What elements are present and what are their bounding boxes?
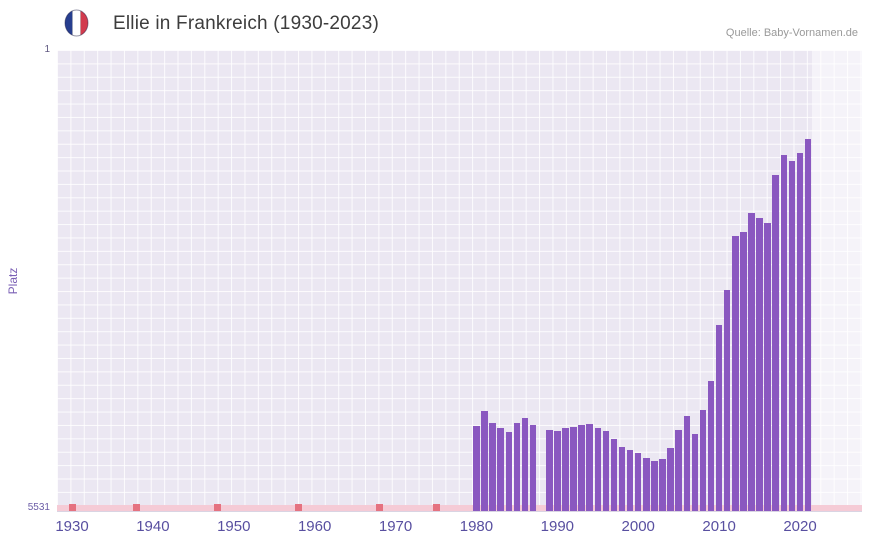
bar-2017[interactable] [772,175,779,511]
bar-2015[interactable] [756,217,763,511]
bar-2002[interactable] [651,460,658,511]
bar-1999[interactable] [626,450,634,511]
x-tick-1990: 1990 [540,518,575,535]
bar-2020[interactable] [796,152,804,511]
x-tick-2010: 2010 [702,518,736,535]
bar-2011[interactable] [723,290,731,511]
x-tick-1940: 1940 [136,518,170,535]
bar-1997[interactable] [610,439,618,511]
bar-1989[interactable] [546,430,553,511]
x-tick-1930: 1930 [55,518,89,535]
bar-1991[interactable] [562,427,569,511]
x-tick-2020: 2020 [783,518,817,535]
bar-2012[interactable] [732,235,739,511]
bar-1998[interactable] [618,446,626,511]
y-axis-min-label: 5531 [27,502,50,513]
no-data-marker-1948 [214,504,222,511]
x-tick-2000: 2000 [621,518,655,535]
recent-years-highlight-band [812,50,862,511]
bar-2014[interactable] [748,212,755,511]
bar-1992[interactable] [570,426,577,511]
bar-2010[interactable] [715,325,723,511]
y-axis-max-label: 1 [44,44,50,55]
bar-1981[interactable] [481,410,488,511]
no-data-baseline-strip [57,505,862,511]
bar-2008[interactable] [699,410,707,511]
plot-area[interactable] [57,50,862,512]
no-data-marker-1930 [68,504,76,511]
bar-1982[interactable] [489,422,496,511]
no-data-marker-1968 [375,504,383,511]
french-flag-icon [64,9,89,37]
x-tick-1970: 1970 [378,518,413,535]
bar-2003[interactable] [659,459,666,511]
bar-1987[interactable] [529,425,537,511]
x-axis-tick-labels: 1930 1940 1950 1960 1970 1980 1990 2000 2010 2020 [55,518,862,540]
bar-2007[interactable] [691,434,699,511]
bar-2005[interactable] [675,430,682,511]
bar-2018[interactable] [780,155,788,511]
bar-2013[interactable] [740,231,747,511]
bar-1996[interactable] [602,430,610,511]
bar-2000[interactable] [634,453,642,511]
source-label: Quelle: Baby-Vornamen.de [725,27,858,39]
page-title: Ellie in Frankreich (1930-2023) [113,13,379,34]
no-data-marker-1975 [432,504,440,511]
bar-1984[interactable] [505,431,513,511]
x-tick-1980: 1980 [459,518,494,535]
bar-2004[interactable] [667,448,674,511]
bar-1990[interactable] [554,430,561,511]
y-axis-title: Platz [6,267,20,295]
bar-2019[interactable] [788,160,796,511]
bar-1985[interactable] [513,423,521,511]
bar-1983[interactable] [497,428,504,511]
bar-1980[interactable] [473,425,480,511]
bar-2016[interactable] [764,222,771,511]
bar-2009[interactable] [707,380,715,511]
bar-1994[interactable] [586,424,593,511]
bar-2006[interactable] [683,415,690,511]
bar-2021[interactable] [804,139,812,511]
x-tick-1960: 1960 [297,518,332,535]
x-tick-1950: 1950 [217,518,251,535]
no-data-marker-1938 [133,504,141,511]
no-data-marker-1958 [294,504,302,511]
bar-1995[interactable] [594,428,602,511]
bar-1986[interactable] [521,418,529,511]
bar-2001[interactable] [643,457,650,511]
bar-1993[interactable] [578,425,585,511]
